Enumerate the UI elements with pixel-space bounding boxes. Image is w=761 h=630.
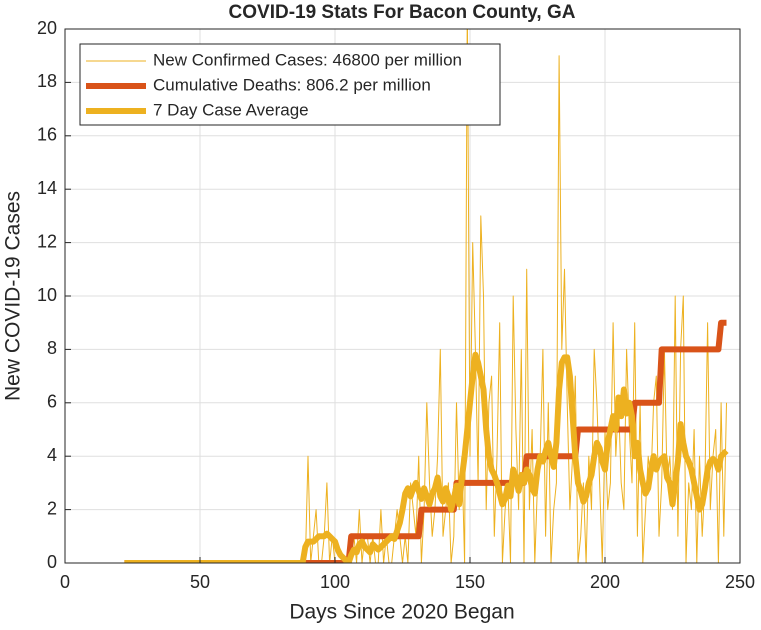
series-line [124, 319, 727, 563]
x-tick-label: 200 [590, 572, 620, 592]
plot-lines [124, 29, 729, 563]
y-tick-label: 16 [37, 125, 57, 145]
y-tick-label: 10 [37, 285, 57, 305]
x-tick-label: 250 [725, 572, 755, 592]
y-tick-label: 0 [47, 552, 57, 572]
y-tick-label: 2 [47, 498, 57, 518]
x-tick-label: 100 [320, 572, 350, 592]
ticks: 0 50 100 150 200 250 0 2 4 6 8 10 12 14 16 18 20 [37, 18, 755, 592]
legend-label: Cumulative Deaths: 806.2 per million [153, 75, 431, 94]
y-tick-label: 12 [37, 231, 57, 251]
chart-title: COVID-19 Stats For Bacon County, GA [229, 2, 576, 23]
x-tick-label: 50 [190, 572, 210, 592]
legend-label: 7 Day Case Average [153, 100, 309, 119]
y-tick-label: 18 [37, 71, 57, 91]
series-line [124, 351, 729, 563]
y-tick-label: 4 [47, 445, 57, 465]
y-axis-label: New COVID-19 Cases [2, 191, 25, 401]
y-tick-label: 14 [37, 178, 57, 198]
y-tick-label: 6 [47, 392, 57, 412]
series-line [124, 29, 727, 563]
y-tick-label: 8 [47, 338, 57, 358]
legend-box [79, 43, 501, 126]
legend: New Confirmed Cases: 46800 per million Cu… [79, 43, 501, 126]
x-tick-label: 0 [60, 572, 70, 592]
x-tick-label: 150 [455, 572, 485, 592]
legend-label: New Confirmed Cases: 46800 per million [153, 50, 462, 69]
x-axis-label: Days Since 2020 Began [289, 601, 514, 624]
y-tick-label: 20 [37, 18, 57, 38]
